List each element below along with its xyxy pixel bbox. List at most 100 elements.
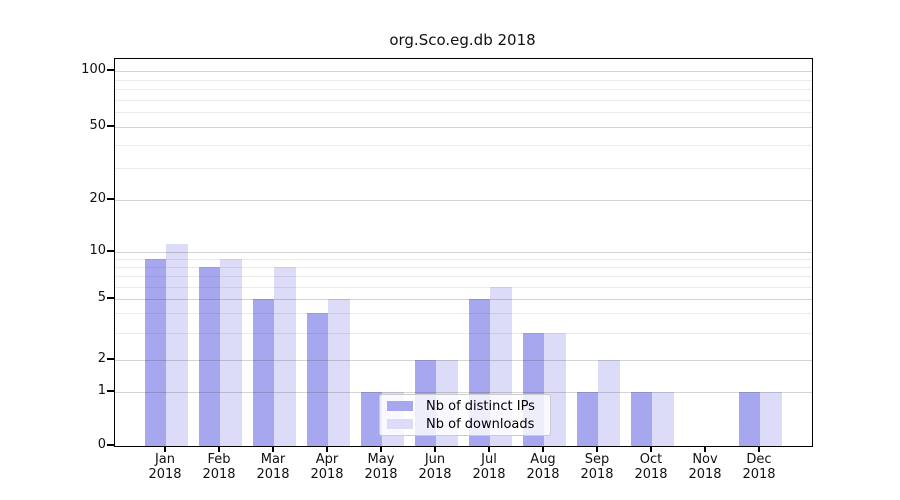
y-axis-tick-0: [107, 444, 114, 446]
x-axis-tick-label-dec: Dec 2018: [732, 452, 786, 482]
y-axis-tick-label-100: 100: [81, 62, 106, 77]
x-axis-tick-label-may: May 2018: [354, 452, 408, 482]
y-axis-tick-5: [107, 297, 114, 299]
y-axis-tick-label-5: 5: [97, 290, 106, 305]
y-axis-tick-label-50: 50: [89, 118, 106, 133]
x-axis-tick-mar: [272, 446, 274, 452]
bar-sep-downloads: [598, 360, 620, 446]
month-label: Sep: [584, 452, 610, 467]
year-label: 2018: [634, 467, 668, 482]
month-label: Dec: [746, 452, 772, 467]
legend-swatch-downloads: [387, 419, 413, 429]
legend-label-distinct-ips: Nb of distinct IPs: [426, 398, 535, 414]
x-axis-tick-label-jun: Jun 2018: [408, 452, 462, 482]
year-label: 2018: [256, 467, 290, 482]
gridline-minor-80: [115, 89, 812, 90]
y-axis-tick-label-2: 2: [97, 351, 106, 366]
chart-title: org.Sco.eg.db 2018: [389, 31, 536, 49]
legend-item-downloads: Nb of downloads: [380, 417, 550, 432]
year-label: 2018: [580, 467, 614, 482]
y-axis-tick-50: [107, 125, 114, 127]
bar-mar-distinct-ips: [252, 299, 274, 446]
y-axis-tick-label-0: 0: [97, 437, 106, 452]
gridline-major-5: [115, 299, 812, 300]
x-axis-tick-label-nov: Nov 2018: [678, 452, 732, 482]
gridline-minor-6: [115, 287, 812, 288]
x-axis-tick-label-jul: Jul 2018: [462, 452, 516, 482]
y-axis-tick-20: [107, 198, 114, 200]
x-axis-tick-label-jan: Jan 2018: [138, 452, 192, 482]
plot-area: Nb of distinct IPs Nb of downloads: [114, 58, 813, 447]
x-axis-tick-label-aug: Aug 2018: [516, 452, 570, 482]
x-axis-tick-label-apr: Apr 2018: [300, 452, 354, 482]
year-label: 2018: [688, 467, 722, 482]
y-axis-tick-label-20: 20: [89, 191, 106, 206]
y-axis-tick-2: [107, 358, 114, 360]
x-axis-tick-aug: [542, 446, 544, 452]
y-axis-tick-label-1: 1: [97, 383, 106, 398]
gridline-minor-40: [115, 144, 812, 146]
bar-apr-distinct-ips: [306, 313, 328, 446]
month-label: Nov: [692, 452, 718, 467]
bar-may-distinct-ips: [360, 392, 382, 446]
bar-apr-downloads: [328, 299, 350, 446]
y-axis-tick-label-10: 10: [89, 243, 106, 258]
gridline-minor-90: [115, 79, 812, 81]
bar-dec-distinct-ips: [738, 392, 760, 446]
x-axis-tick-label-feb: Feb 2018: [192, 452, 246, 482]
bar-dec-downloads: [760, 392, 782, 446]
year-label: 2018: [472, 467, 506, 482]
y-axis-tick-1: [107, 390, 114, 392]
bar-oct-distinct-ips: [630, 392, 652, 446]
month-label: May: [367, 452, 395, 467]
gridline-minor-30: [115, 167, 812, 169]
bar-jan-distinct-ips: [144, 259, 166, 446]
year-label: 2018: [310, 467, 344, 482]
month-label: Jan: [154, 452, 176, 467]
x-axis-tick-sep: [596, 446, 598, 452]
month-label: Mar: [260, 452, 286, 467]
gridline-minor-3: [115, 333, 812, 334]
bar-mar-downloads: [274, 267, 296, 446]
legend: Nb of distinct IPs Nb of downloads: [379, 394, 551, 436]
month-label: Aug: [530, 452, 556, 467]
month-label: Apr: [315, 452, 339, 467]
gridline-major-100: [115, 71, 812, 72]
x-axis-tick-jul: [488, 446, 490, 452]
gridline-major-10: [115, 252, 812, 253]
year-label: 2018: [418, 467, 452, 482]
x-axis-tick-dec: [758, 446, 760, 452]
x-axis-tick-may: [380, 446, 382, 452]
gridline-minor-60: [115, 112, 812, 114]
x-axis-tick-label-mar: Mar 2018: [246, 452, 300, 482]
gridline-major-2: [115, 360, 812, 361]
year-label: 2018: [202, 467, 236, 482]
y-axis-tick-10: [107, 250, 114, 252]
year-label: 2018: [526, 467, 560, 482]
month-label: Jul: [481, 452, 497, 467]
x-axis-tick-feb: [218, 446, 220, 452]
bar-feb-distinct-ips: [198, 267, 220, 446]
legend-item-distinct-ips: Nb of distinct IPs: [380, 398, 550, 414]
bar-feb-downloads: [220, 259, 242, 446]
gridline-minor-8: [115, 267, 812, 268]
year-label: 2018: [148, 467, 182, 482]
bar-jan-downloads: [166, 244, 188, 446]
x-axis-tick-jun: [434, 446, 436, 452]
month-label: Jun: [424, 452, 446, 467]
x-axis-tick-label-oct: Oct 2018: [624, 452, 678, 482]
x-axis-tick-jan: [164, 446, 166, 452]
bar-sep-distinct-ips: [576, 392, 598, 446]
month-label: Feb: [207, 452, 231, 467]
x-axis-tick-nov: [704, 446, 706, 452]
gridline-minor-4: [115, 313, 812, 314]
x-axis-tick-oct: [650, 446, 652, 452]
gridline-minor-7: [115, 276, 812, 277]
year-label: 2018: [742, 467, 776, 482]
legend-swatch-distinct-ips: [387, 401, 413, 411]
y-axis-tick-100: [107, 69, 114, 71]
bar-oct-downloads: [652, 392, 674, 446]
gridline-minor-70: [115, 99, 812, 101]
gridline-major-50: [115, 127, 812, 128]
